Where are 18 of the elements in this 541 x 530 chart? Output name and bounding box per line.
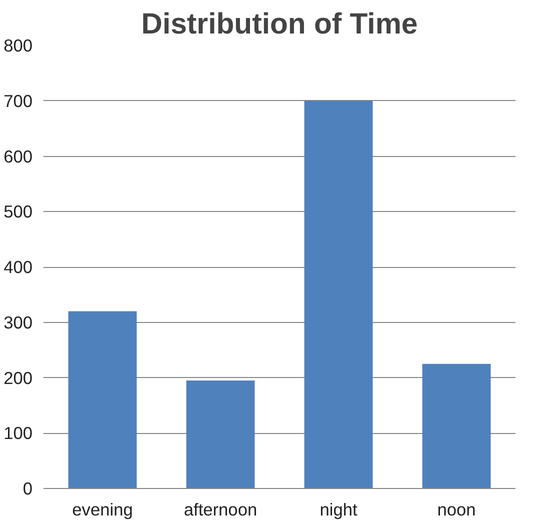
x-tick-label: noon xyxy=(437,500,476,520)
bar xyxy=(68,311,137,488)
chart-title: Distribution of Time xyxy=(141,8,418,40)
y-tick-label: 200 xyxy=(4,368,33,388)
y-tick-label: 700 xyxy=(4,90,33,111)
y-tick-label: 0 xyxy=(22,478,33,498)
y-tick-label: 100 xyxy=(4,423,33,444)
x-tick-label: afternoon xyxy=(184,500,258,520)
y-tick-label: 600 xyxy=(4,146,33,166)
bar xyxy=(422,364,491,488)
bar xyxy=(304,100,373,488)
y-tick-label: 800 xyxy=(4,36,33,56)
x-tick-label: night xyxy=(320,500,358,520)
y-tick-label: 400 xyxy=(4,257,33,277)
bar xyxy=(186,380,255,488)
x-tick-label: evening xyxy=(72,500,133,520)
y-tick-label: 500 xyxy=(4,202,33,222)
y-tick-label: 300 xyxy=(4,312,33,332)
